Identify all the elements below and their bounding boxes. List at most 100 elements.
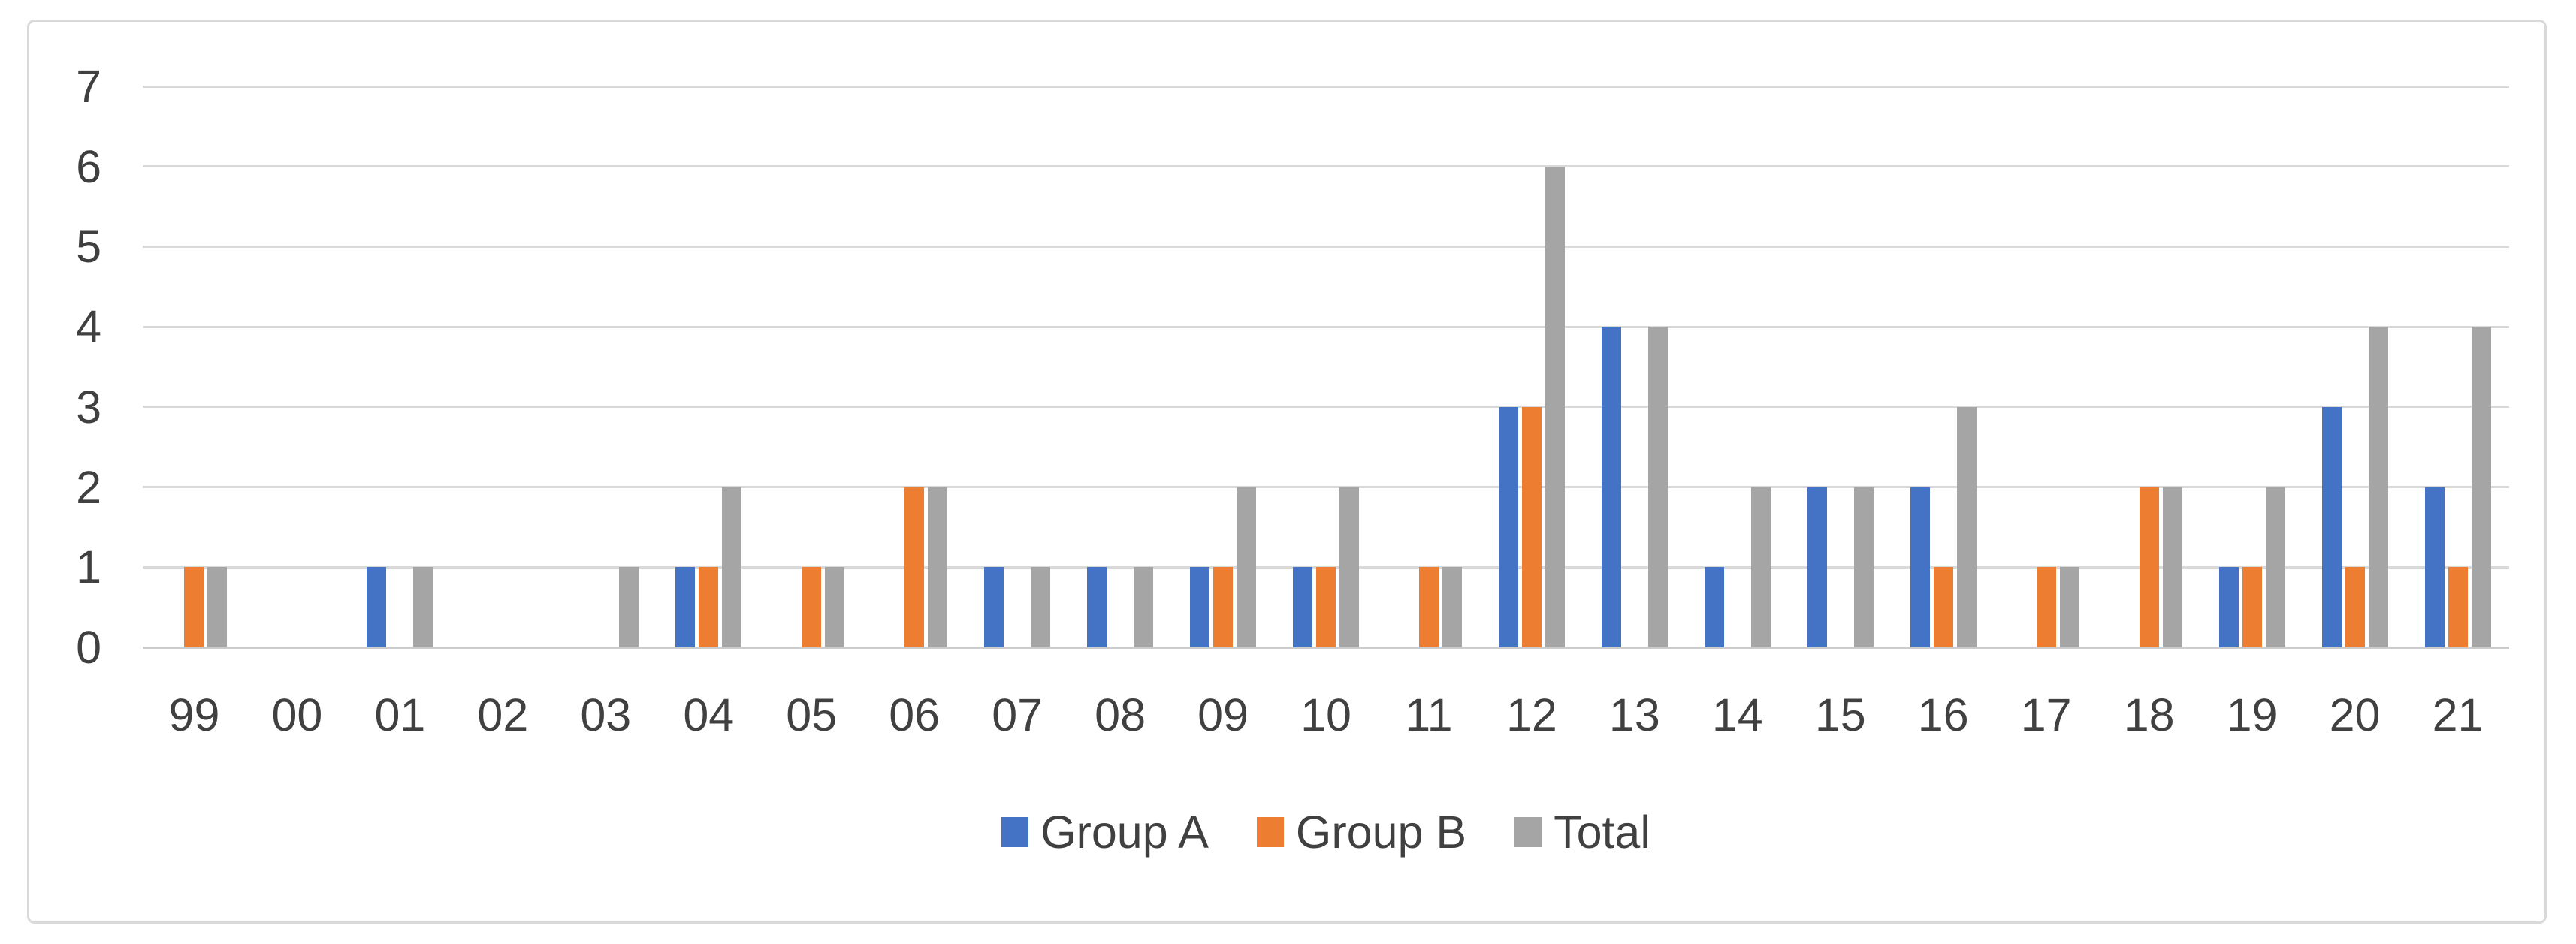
legend-label-group-a: Group A bbox=[1040, 807, 1209, 858]
legend-swatch-group-a-icon bbox=[1001, 817, 1029, 847]
gridline-y3 bbox=[143, 406, 2509, 409]
x-axis-tick-label: 03 bbox=[580, 689, 632, 740]
x-axis-tick-label: 08 bbox=[1095, 689, 1146, 740]
y-axis-tick-label: 0 bbox=[76, 622, 101, 673]
bar-group-a-01 bbox=[367, 567, 387, 647]
bar-group-b-04 bbox=[699, 567, 719, 647]
bar-total-08 bbox=[1134, 567, 1154, 647]
x-axis-tick-label: 04 bbox=[683, 689, 735, 740]
bar-group-b-21 bbox=[2448, 567, 2468, 647]
gridline-y4 bbox=[143, 325, 2509, 328]
bar-group-a-09 bbox=[1190, 567, 1210, 647]
gridline-y2 bbox=[143, 486, 2509, 489]
bar-group-b-09 bbox=[1213, 567, 1234, 647]
bar-group-a-13 bbox=[1601, 327, 1621, 647]
legend-label-group-b: Group B bbox=[1295, 807, 1467, 858]
bar-group-a-19 bbox=[2218, 567, 2239, 647]
bar-group-a-10 bbox=[1293, 567, 1312, 647]
bar-group-a-04 bbox=[675, 567, 696, 647]
bar-group-b-10 bbox=[1316, 567, 1336, 647]
legend-item-group-b: Group B bbox=[1256, 806, 1467, 858]
bar-group-a-21 bbox=[2424, 487, 2445, 647]
bar-total-03 bbox=[619, 567, 639, 647]
bar-group-a-12 bbox=[1498, 406, 1518, 647]
bar-total-18 bbox=[2162, 487, 2182, 647]
x-axis-tick-label: 14 bbox=[1711, 689, 1763, 740]
x-axis-tick-label: 99 bbox=[168, 689, 220, 740]
gridline-y7 bbox=[143, 85, 2509, 88]
chart-frame bbox=[27, 20, 2547, 924]
x-axis: 99 00 01 02 03 04 05 06 07 08 09 10 11 12 13 14 15 16 17 18… bbox=[143, 0, 2509, 944]
bar-total-99 bbox=[207, 567, 228, 647]
y-axis-tick-label: 2 bbox=[76, 461, 101, 513]
bar-total-16 bbox=[1956, 406, 1977, 647]
x-axis-tick-label: 01 bbox=[374, 689, 426, 740]
bar-group-a-07 bbox=[984, 567, 1004, 647]
bar-group-b-16 bbox=[1933, 567, 1953, 647]
y-axis-tick-label: 1 bbox=[76, 541, 101, 593]
legend-swatch-total-icon bbox=[1514, 817, 1542, 847]
y-axis: 0 1 2 3 4 5 6 7 bbox=[23, 0, 101, 944]
x-axis-tick-label: 19 bbox=[2226, 689, 2278, 740]
legend-item-total: Total bbox=[1514, 806, 1650, 858]
bar-group-b-99 bbox=[184, 567, 204, 647]
bar-total-10 bbox=[1339, 487, 1359, 647]
legend: Group A Group B Total bbox=[143, 802, 2509, 862]
gridline-y5 bbox=[143, 245, 2509, 248]
bar-group-b-06 bbox=[904, 487, 925, 647]
x-axis-tick-label: 05 bbox=[786, 689, 838, 740]
bar-total-19 bbox=[2265, 487, 2285, 647]
legend-item-group-a: Group A bbox=[1001, 806, 1209, 858]
y-axis-tick-label: 4 bbox=[76, 301, 101, 353]
bar-total-13 bbox=[1647, 327, 1668, 647]
x-axis-tick-label: 18 bbox=[2123, 689, 2175, 740]
y-axis-tick-label: 5 bbox=[76, 221, 101, 273]
legend-label-total: Total bbox=[1554, 807, 1650, 858]
bar-total-17 bbox=[2059, 567, 2079, 647]
bar-group-a-08 bbox=[1087, 567, 1107, 647]
x-axis-tick-label: 11 bbox=[1405, 689, 1453, 740]
x-axis-tick-label: 00 bbox=[271, 689, 323, 740]
y-axis-tick-label: 3 bbox=[76, 381, 101, 433]
x-axis-tick-label: 10 bbox=[1300, 689, 1351, 740]
x-axis-tick-label: 21 bbox=[2432, 689, 2484, 740]
bar-total-12 bbox=[1545, 166, 1565, 647]
x-axis-tick-label: 16 bbox=[1917, 689, 1969, 740]
bar-total-15 bbox=[1853, 487, 1874, 647]
bar-group-b-18 bbox=[2139, 487, 2159, 647]
bar-group-a-16 bbox=[1910, 487, 1930, 647]
bar-group-a-15 bbox=[1807, 487, 1827, 647]
plot-area bbox=[143, 0, 2509, 944]
x-axis-tick-label: 06 bbox=[889, 689, 941, 740]
bar-total-20 bbox=[2368, 327, 2388, 647]
bar-group-b-12 bbox=[1521, 406, 1542, 647]
bar-total-14 bbox=[1750, 487, 1771, 647]
x-axis-tick-label: 15 bbox=[1814, 689, 1866, 740]
bar-group-a-20 bbox=[2321, 406, 2342, 647]
y-axis-tick-label: 7 bbox=[76, 61, 101, 112]
bar-total-05 bbox=[825, 567, 845, 647]
x-axis-tick-label: 20 bbox=[2329, 689, 2381, 740]
x-axis-tick-label: 09 bbox=[1197, 689, 1249, 740]
bar-total-09 bbox=[1237, 487, 1257, 647]
x-axis-tick-label: 02 bbox=[477, 689, 529, 740]
bar-total-04 bbox=[722, 487, 742, 647]
x-axis-tick-label: 13 bbox=[1608, 689, 1660, 740]
bar-group-a-14 bbox=[1704, 567, 1724, 647]
bar-group-b-11 bbox=[1418, 567, 1439, 647]
bar-total-11 bbox=[1442, 567, 1462, 647]
legend-swatch-group-b-icon bbox=[1256, 817, 1284, 847]
bar-group-b-17 bbox=[2036, 567, 2056, 647]
bar-total-01 bbox=[413, 567, 433, 647]
bar-total-07 bbox=[1031, 567, 1051, 647]
x-axis-tick-label: 07 bbox=[992, 689, 1043, 740]
bar-group-b-20 bbox=[2345, 567, 2365, 647]
x-axis-tick-label: 17 bbox=[2020, 689, 2072, 740]
gridline-y6 bbox=[143, 165, 2509, 168]
bar-group-b-05 bbox=[802, 567, 822, 647]
bar-total-21 bbox=[2471, 327, 2491, 647]
y-axis-tick-label: 6 bbox=[76, 140, 101, 192]
bar-group-b-19 bbox=[2242, 567, 2262, 647]
x-axis-tick-label: 12 bbox=[1505, 689, 1557, 740]
